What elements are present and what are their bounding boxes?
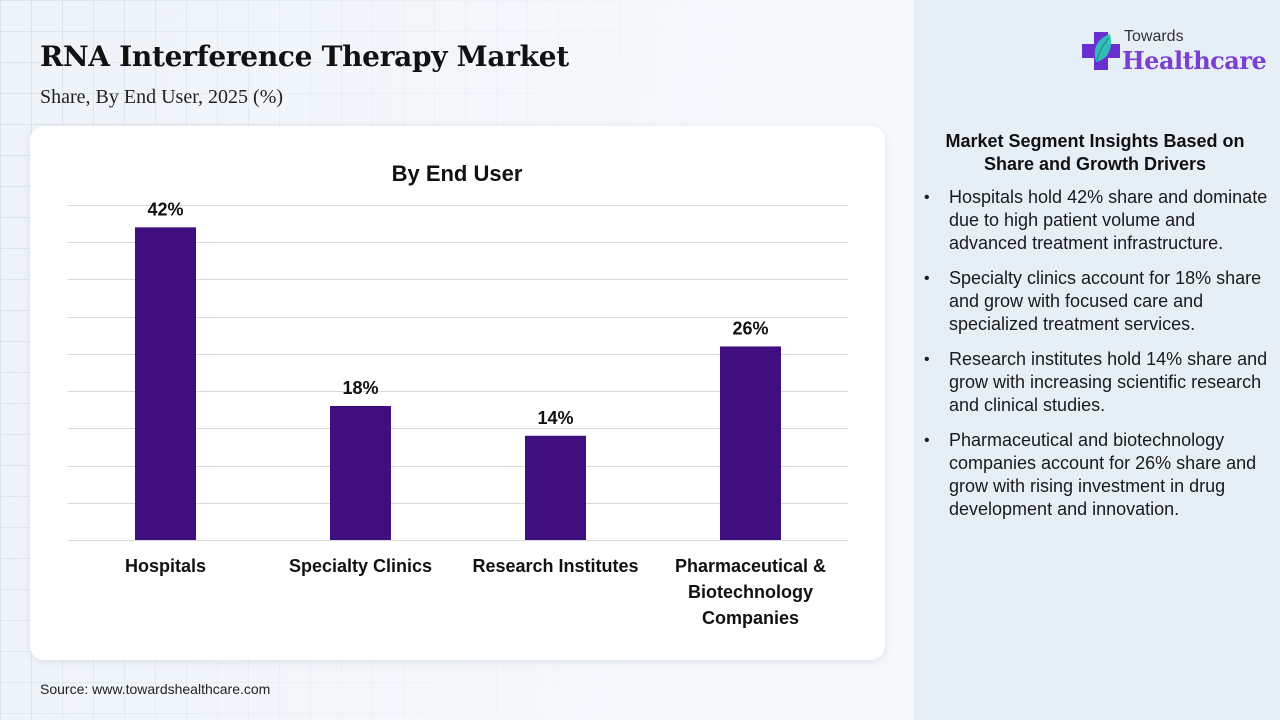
insights-list: • Hospitals hold 42% share and dominate d…: [920, 186, 1270, 521]
data-label: 26%: [732, 318, 768, 338]
category-label: Hospitals: [125, 556, 206, 576]
bar-research-institutes: [525, 435, 586, 540]
page-title: RNA Interference Therapy Market: [40, 40, 569, 73]
category-label: Biotechnology: [688, 582, 813, 602]
category-labels: Hospitals Specialty Clinics Research Insti…: [125, 556, 826, 628]
bullet-icon: •: [924, 189, 930, 206]
chart-title: By End User: [392, 161, 523, 186]
gridlines: [68, 205, 848, 541]
bullet-icon: •: [924, 432, 930, 449]
insights-title: Market Segment Insights Based on Share a…: [945, 131, 1245, 174]
bar-pharmaceutical-biotechnology-companies: [720, 346, 781, 540]
data-label: 14%: [537, 408, 573, 428]
data-label: 18%: [342, 378, 378, 398]
chart-card: By End User 42% 18% 14% 26% Hospitals Specia…: [30, 126, 885, 660]
bars: [135, 227, 781, 540]
insight-text: Pharmaceutical and biotechnology compani…: [949, 430, 1257, 519]
bar-specialty-clinics: [330, 406, 391, 540]
insight-text: Research institutes hold 14% share and g…: [949, 349, 1268, 415]
bullet-icon: •: [924, 351, 930, 368]
bar-chart: By End User 42% 18% 14% 26% Hospitals Specia…: [68, 161, 848, 628]
category-label: Pharmaceutical &: [675, 556, 826, 576]
category-label: Research Institutes: [472, 556, 638, 576]
insight-item-specialty-clinics: • Specialty clinics account for 18% share…: [920, 267, 1270, 336]
insight-item-hospitals: • Hospitals hold 42% share and dominate d…: [920, 186, 1270, 255]
category-label: Companies: [702, 608, 799, 628]
insight-text: Specialty clinics account for 18% share …: [949, 268, 1262, 334]
category-label: Specialty Clinics: [289, 556, 432, 576]
insights-panel-background: [913, 0, 1280, 720]
data-label: 42%: [147, 199, 183, 219]
insight-item-pharma-biotech: • Pharmaceutical and biotechnology compan…: [920, 429, 1270, 521]
bar-hospitals: [135, 227, 196, 540]
bullet-icon: •: [924, 270, 930, 287]
insight-item-research-institutes: • Research institutes hold 14% share and …: [920, 348, 1270, 417]
data-labels: 42% 18% 14% 26%: [147, 199, 768, 427]
logo-text-healthcare: Healthcare: [1122, 46, 1267, 75]
insights-panel: Market Segment Insights Based on Share a…: [920, 130, 1270, 533]
medical-cross-leaf-icon: [1082, 32, 1120, 70]
source-citation: Source: www.towardshealthcare.com: [40, 681, 271, 697]
logo-text-towards: Towards: [1124, 28, 1184, 45]
page-subtitle: Share, By End User, 2025 (%): [40, 86, 284, 108]
insight-text: Hospitals hold 42% share and dominate du…: [949, 187, 1268, 253]
brand-logo: Towards Healthcare: [1080, 26, 1267, 78]
